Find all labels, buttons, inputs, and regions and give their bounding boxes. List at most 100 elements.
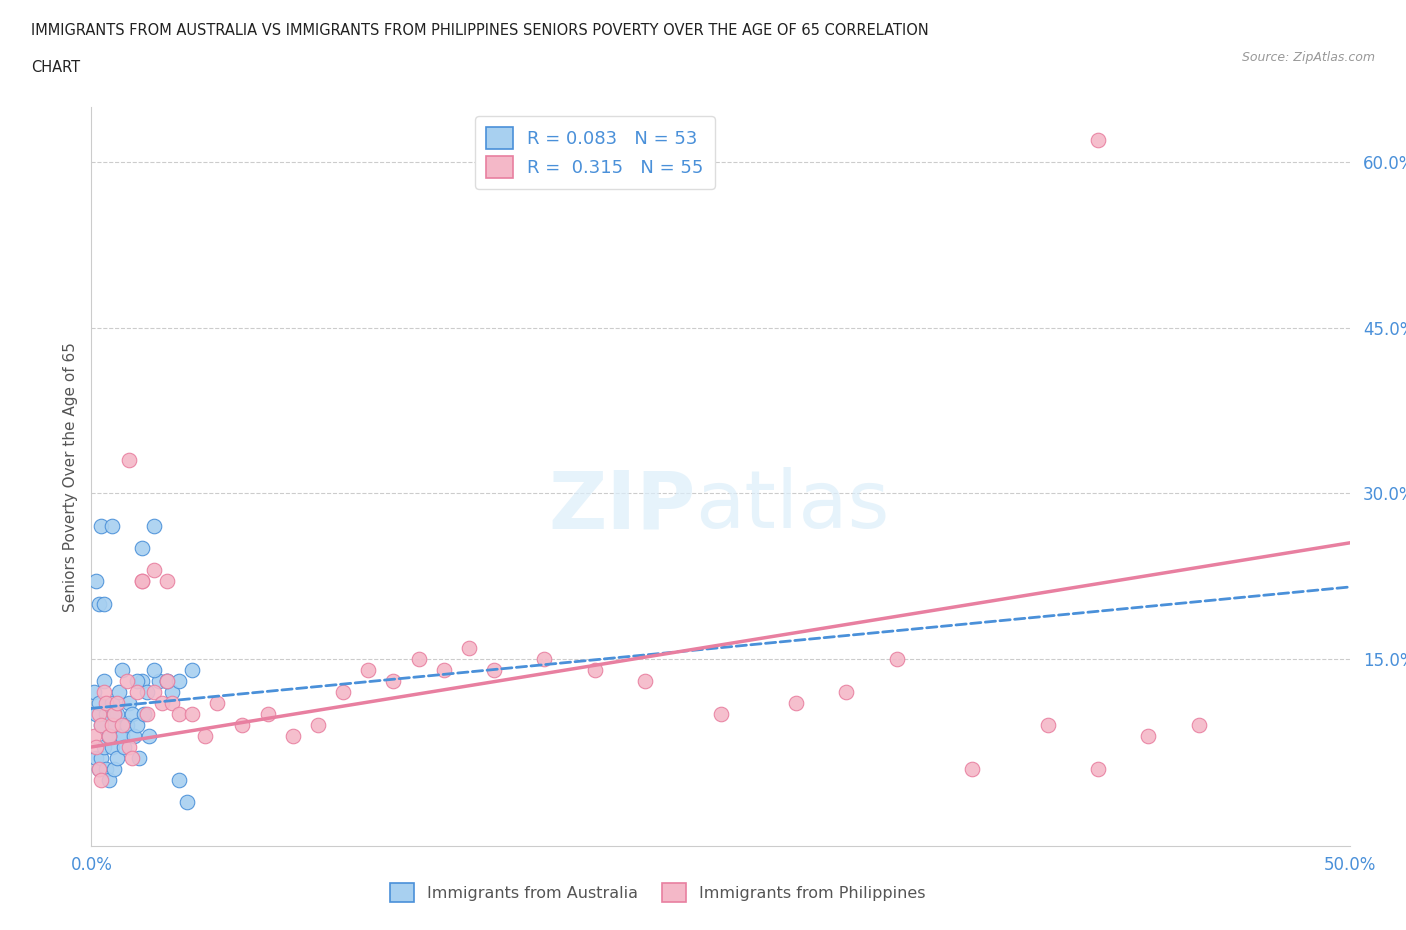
Point [93, 739, 115, 754]
Point [96, 762, 118, 777]
Point [194, 728, 217, 743]
Y-axis label: Seniors Poverty Over the Age of 65: Seniors Poverty Over the Age of 65 [62, 341, 77, 612]
Point [148, 673, 170, 688]
Point [160, 684, 183, 699]
Point [457, 640, 479, 655]
Point [110, 717, 132, 732]
Point [105, 707, 128, 722]
Point [408, 651, 430, 666]
Point [634, 673, 657, 688]
Point [135, 707, 157, 722]
Point [583, 662, 606, 677]
Point [90, 519, 112, 534]
Point [962, 762, 984, 777]
Text: ZIP: ZIP [548, 467, 696, 545]
Point [533, 651, 555, 666]
Point [87, 762, 110, 777]
Point [100, 519, 122, 534]
Point [709, 707, 731, 722]
Point [103, 707, 125, 722]
Point [135, 684, 157, 699]
Point [103, 762, 125, 777]
Point [115, 717, 138, 732]
Point [156, 673, 179, 688]
Point [156, 673, 179, 688]
Point [357, 662, 380, 677]
Point [108, 728, 131, 743]
Text: CHART: CHART [31, 60, 80, 75]
Point [90, 773, 112, 788]
Point [122, 728, 145, 743]
Point [835, 684, 858, 699]
Point [134, 707, 156, 722]
Text: IMMIGRANTS FROM AUSTRALIA VS IMMIGRANTS FROM PHILIPPINES SENIORS POVERTY OVER TH: IMMIGRANTS FROM AUSTRALIA VS IMMIGRANTS … [31, 23, 929, 38]
Point [118, 739, 141, 754]
Point [105, 696, 128, 711]
Point [143, 563, 166, 578]
Point [482, 662, 505, 677]
Point [205, 696, 228, 711]
Point [87, 762, 110, 777]
Point [118, 453, 141, 468]
Point [785, 696, 807, 711]
Point [382, 673, 405, 688]
Point [112, 739, 135, 754]
Point [169, 773, 191, 788]
Point [105, 751, 128, 765]
Point [90, 751, 112, 765]
Point [110, 662, 132, 677]
Point [307, 717, 329, 732]
Point [332, 684, 354, 699]
Point [169, 707, 191, 722]
Point [86, 739, 108, 754]
Point [150, 696, 173, 711]
Text: Source: ZipAtlas.com: Source: ZipAtlas.com [1241, 51, 1375, 64]
Point [96, 696, 118, 711]
Point [93, 684, 115, 699]
Point [156, 673, 179, 688]
Point [87, 696, 110, 711]
Legend: Immigrants from Australia, Immigrants from Philippines: Immigrants from Australia, Immigrants fr… [384, 876, 932, 909]
Point [1188, 717, 1211, 732]
Point [100, 717, 122, 732]
Point [93, 673, 115, 688]
Point [90, 717, 112, 732]
Point [131, 541, 153, 556]
Point [100, 739, 122, 754]
Point [181, 707, 204, 722]
Point [1087, 762, 1109, 777]
Point [1036, 717, 1059, 732]
Point [160, 696, 183, 711]
Point [143, 684, 166, 699]
Point [110, 728, 132, 743]
Point [125, 717, 148, 732]
Point [103, 717, 125, 732]
Point [86, 707, 108, 722]
Point [131, 574, 153, 589]
Point [118, 696, 141, 711]
Point [1087, 133, 1109, 148]
Point [125, 673, 148, 688]
Point [131, 673, 153, 688]
Point [100, 696, 122, 711]
Point [131, 574, 153, 589]
Point [90, 717, 112, 732]
Point [96, 707, 118, 722]
Point [98, 728, 121, 743]
Point [93, 596, 115, 611]
Point [176, 795, 198, 810]
Point [98, 773, 121, 788]
Point [125, 684, 148, 699]
Point [83, 684, 105, 699]
Point [138, 728, 160, 743]
Point [108, 684, 131, 699]
Point [156, 574, 179, 589]
Point [143, 519, 166, 534]
Point [86, 574, 108, 589]
Point [169, 673, 191, 688]
Point [433, 662, 456, 677]
Point [143, 662, 166, 677]
Point [1137, 728, 1160, 743]
Point [87, 707, 110, 722]
Point [87, 596, 110, 611]
